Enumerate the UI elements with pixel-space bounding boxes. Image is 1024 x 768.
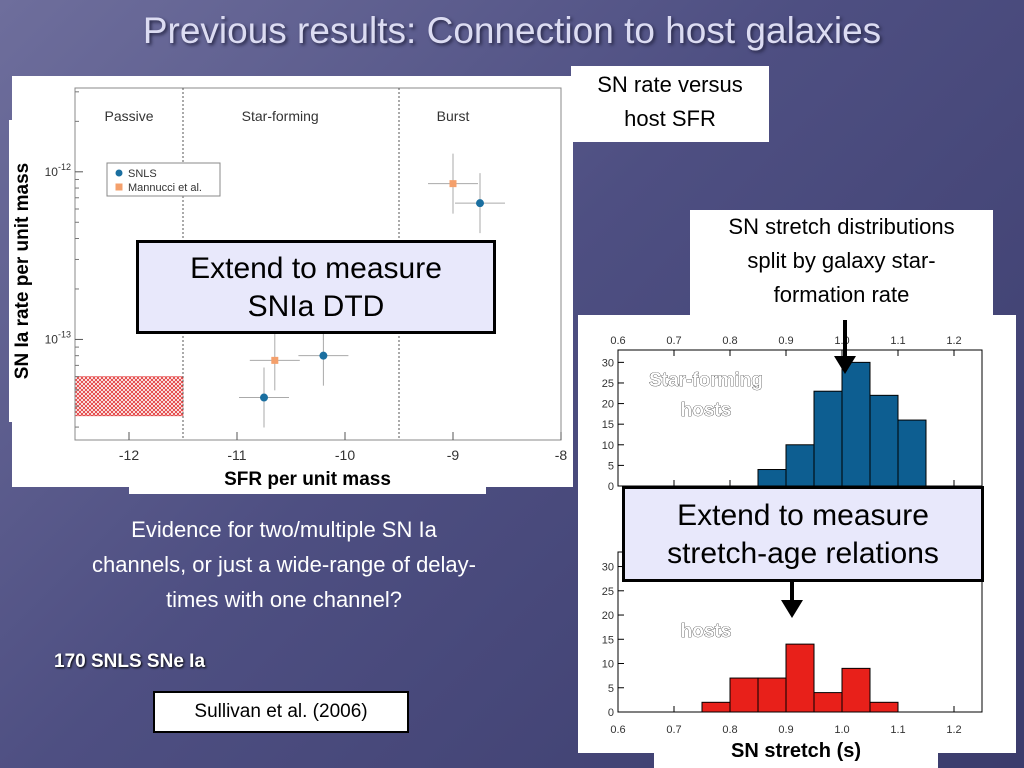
x-tick-label: -12 bbox=[119, 447, 139, 463]
hist-bar bbox=[729, 677, 759, 713]
hist-bar bbox=[757, 469, 787, 487]
x-tick-label-top: 1.1 bbox=[890, 335, 905, 347]
data-point-mannucci bbox=[449, 180, 457, 188]
overlay-stretch-line1: Extend to measure bbox=[677, 499, 929, 532]
legend-marker-mannucci bbox=[115, 183, 123, 191]
x-tick-label-top: 1.2 bbox=[946, 335, 961, 347]
data-point-snls bbox=[476, 199, 484, 208]
hist-y-tick-label: 10 bbox=[602, 659, 614, 671]
hist-bar bbox=[757, 677, 787, 713]
stretch-histogram-chart: 0.6 0.7 0.8 0.9 1.0 1.1 1.20.6 0.7 0.8 0.9 1.0 1.1 1… bbox=[602, 335, 983, 736]
x-tick-label-bottom: 1.2 bbox=[946, 724, 961, 736]
citation-box: Sullivan et al. (2006) bbox=[153, 691, 409, 733]
stretch-callout-line3: formation rate bbox=[773, 282, 910, 307]
down-arrow-icon bbox=[834, 320, 856, 374]
x-tick-label-bottom: 0.6 bbox=[610, 724, 625, 736]
hist-bar bbox=[701, 701, 731, 713]
sample-label: 170 SNLS SNe Ia bbox=[54, 651, 206, 672]
hist-y-tick-label: 20 bbox=[602, 610, 614, 622]
overlay-dtd-line2: SNIa DTD bbox=[247, 290, 385, 323]
overlay-dtd: Extend to measure SNIa DTD bbox=[136, 240, 496, 334]
slide-title: Previous results: Connection to host gal… bbox=[142, 10, 882, 51]
hist-bar bbox=[869, 394, 899, 487]
evidence-text: Evidence for two/multiple SN Ia channels… bbox=[24, 512, 544, 617]
legend-label: SNLS bbox=[128, 168, 157, 180]
x-tick-label-top: 0.9 bbox=[778, 335, 793, 347]
y-tick-label: 10-13 bbox=[45, 329, 71, 346]
hist-y-tick-label: 10 bbox=[602, 440, 614, 452]
stretch-callout: SN stretch distributions split by galaxy… bbox=[690, 210, 993, 316]
hist-y-tick-label: 30 bbox=[602, 562, 614, 574]
hist-y-tick-label: 0 bbox=[608, 481, 614, 493]
y-tick-exponent: -13 bbox=[58, 329, 71, 339]
x-tick-label: -10 bbox=[335, 447, 355, 463]
rate-ylabel-box bbox=[9, 120, 45, 422]
region-label: Star-forming bbox=[242, 108, 319, 124]
data-point-mannucci bbox=[271, 356, 279, 364]
hist-y-tick-label: 15 bbox=[602, 634, 614, 646]
down-arrow-icon-2 bbox=[781, 580, 803, 618]
overlay-stretch: Extend to measure stretch-age relations bbox=[622, 486, 984, 582]
hist-bar bbox=[869, 701, 899, 713]
hist-bar bbox=[897, 419, 927, 487]
x-tick-label-bottom: 1.1 bbox=[890, 724, 905, 736]
rate-plot-frame bbox=[74, 87, 562, 441]
passive-hatched-region bbox=[74, 376, 184, 417]
hist-y-tick-label: 0 bbox=[608, 707, 614, 719]
x-tick-label-bottom: 0.9 bbox=[778, 724, 793, 736]
hist-panel-label-line2: hosts bbox=[681, 400, 732, 421]
hist-y-tick-label: 25 bbox=[602, 586, 614, 598]
region-label: Passive bbox=[104, 108, 153, 124]
legend-marker-snls bbox=[115, 169, 123, 177]
hist-y-tick-label: 30 bbox=[602, 357, 614, 369]
legend-box bbox=[106, 162, 221, 197]
region-label: Burst bbox=[437, 108, 470, 124]
hist-bar bbox=[785, 643, 815, 713]
rate-xlabel: SFR per unit mass bbox=[129, 466, 486, 494]
x-tick-label: -8 bbox=[555, 447, 568, 463]
stretch-xlabel: SN stretch (s) bbox=[654, 736, 938, 768]
data-point-snls bbox=[319, 351, 328, 360]
data-point-snls bbox=[260, 393, 268, 402]
y-tick-label: 10-12 bbox=[45, 162, 71, 179]
rate-ylabel: SN Ia rate per unit mass bbox=[12, 162, 33, 380]
x-tick-label-top: 0.6 bbox=[610, 335, 625, 347]
stretch-callout-line1: SN stretch distributions bbox=[728, 214, 955, 239]
hist-y-tick-label: 20 bbox=[602, 399, 614, 411]
y-tick-exponent: -12 bbox=[58, 162, 71, 172]
hist-bar bbox=[785, 444, 815, 487]
hist-bar bbox=[813, 692, 843, 713]
hist-bar bbox=[813, 390, 843, 487]
evidence-line2: channels, or just a wide-range of delay- bbox=[92, 552, 476, 577]
x-tick-label-bottom: 0.7 bbox=[666, 724, 681, 736]
rate-callout-line1: SN rate versus bbox=[597, 72, 743, 97]
x-tick-label-top: 0.7 bbox=[666, 335, 681, 347]
evidence-line3: times with one channel? bbox=[165, 587, 403, 612]
x-tick-label-bottom: 1.0 bbox=[834, 724, 849, 736]
hist-bar bbox=[841, 361, 871, 487]
x-tick-label-bottom: 0.8 bbox=[722, 724, 737, 736]
x-tick-label-top: 0.8 bbox=[722, 335, 737, 347]
legend-label: Mannucci et al. bbox=[128, 182, 202, 194]
hist-bar bbox=[841, 667, 871, 713]
hist-y-tick-label: 15 bbox=[602, 419, 614, 431]
x-tick-label: -9 bbox=[447, 447, 460, 463]
hist-y-tick-label: 5 bbox=[608, 683, 614, 695]
overlay-stretch-line2: stretch-age relations bbox=[667, 537, 939, 570]
hist-y-tick-label: 5 bbox=[608, 460, 614, 472]
stretch-callout-line2: split by galaxy star- bbox=[747, 248, 936, 273]
overlay-dtd-line1: Extend to measure bbox=[190, 252, 442, 285]
rate-callout-line2: host SFR bbox=[624, 106, 716, 131]
x-tick-label: -11 bbox=[227, 447, 246, 463]
rate-callout: SN rate versus host SFR bbox=[571, 66, 769, 142]
hist-y-tick-label: 25 bbox=[602, 378, 614, 390]
hist-panel-label-line1: Star-forming bbox=[649, 370, 763, 391]
hist-panel-label-line2: hosts bbox=[681, 621, 732, 642]
evidence-line1: Evidence for two/multiple SN Ia bbox=[131, 517, 437, 542]
